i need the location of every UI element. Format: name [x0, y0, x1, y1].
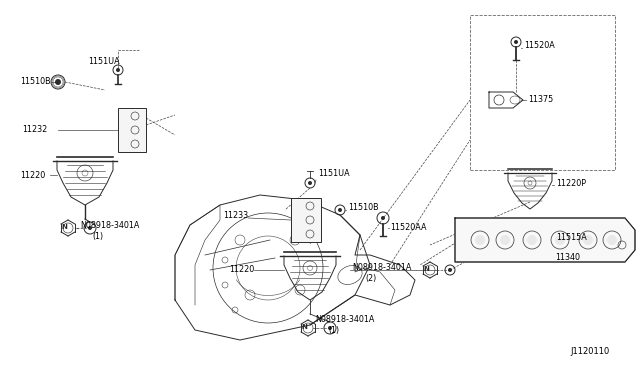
Circle shape [328, 326, 332, 330]
Text: 11340: 11340 [555, 253, 580, 263]
Text: 11520A: 11520A [524, 41, 555, 49]
Circle shape [475, 235, 485, 245]
Text: 1151UA: 1151UA [88, 58, 120, 67]
Text: 11515A: 11515A [556, 232, 587, 241]
Text: N08918-3401A: N08918-3401A [315, 315, 374, 324]
Circle shape [338, 208, 342, 212]
Text: 11510B: 11510B [348, 203, 379, 212]
Text: (1): (1) [328, 326, 339, 334]
Text: 11520AA: 11520AA [390, 224, 426, 232]
Text: N: N [301, 324, 307, 330]
Text: N08918-3401A: N08918-3401A [80, 221, 140, 231]
Bar [470, 15, 615, 170]
Circle shape [607, 235, 617, 245]
Text: 11510B: 11510B [20, 77, 51, 87]
Circle shape [308, 181, 312, 185]
Circle shape [555, 235, 565, 245]
Bar [291, 198, 321, 242]
Text: 11233: 11233 [223, 211, 248, 219]
Circle shape [500, 235, 510, 245]
Text: 11232: 11232 [22, 125, 47, 135]
Circle shape [55, 79, 61, 85]
Circle shape [527, 235, 537, 245]
Text: N08918-3401A: N08918-3401A [352, 263, 412, 273]
Circle shape [514, 40, 518, 44]
Text: 11220: 11220 [20, 170, 45, 180]
Text: N: N [423, 266, 429, 272]
Circle shape [448, 268, 452, 272]
Text: 11220P: 11220P [556, 179, 586, 187]
Polygon shape [455, 218, 635, 262]
Bar [118, 108, 146, 152]
Text: 1151UA: 1151UA [318, 169, 349, 177]
Text: (1): (1) [92, 231, 103, 241]
Text: N: N [61, 224, 67, 230]
Text: (2): (2) [365, 273, 376, 282]
Circle shape [116, 68, 120, 72]
Circle shape [381, 216, 385, 220]
Text: J1120110: J1120110 [571, 347, 610, 356]
Text: 11375: 11375 [528, 96, 553, 105]
Circle shape [88, 226, 92, 230]
Text: 11220: 11220 [228, 266, 254, 275]
Circle shape [583, 235, 593, 245]
